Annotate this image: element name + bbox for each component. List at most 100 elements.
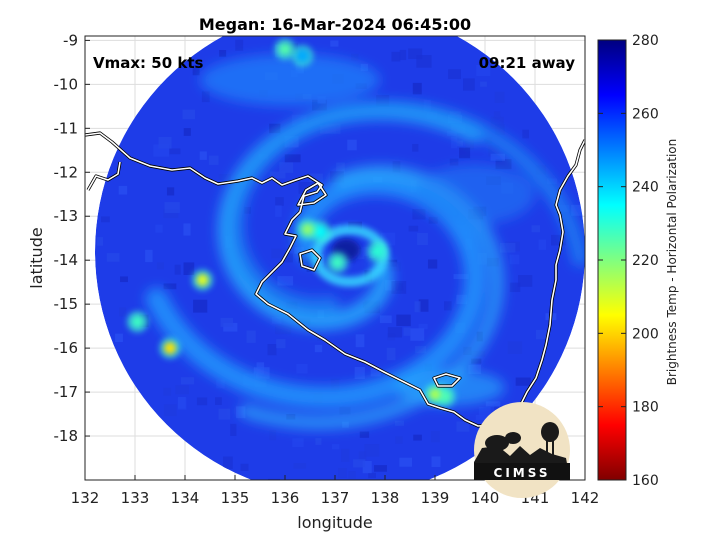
swath-pixel bbox=[253, 367, 270, 379]
swath-pixel bbox=[169, 148, 181, 155]
colorbar-tick-label: 220 bbox=[632, 253, 659, 269]
time-away-annotation: 09:21 away bbox=[479, 54, 576, 72]
swath-pixel bbox=[449, 158, 459, 166]
swath-pixel bbox=[468, 365, 482, 375]
y-tick-label: -18 bbox=[54, 427, 79, 445]
swath-pixel bbox=[463, 78, 475, 91]
x-tick-label: 132 bbox=[71, 489, 100, 507]
swath-pixel bbox=[507, 341, 523, 355]
y-tick-label: -10 bbox=[54, 75, 79, 93]
swath-pixel bbox=[271, 316, 282, 324]
swath-pixel bbox=[158, 136, 172, 149]
x-tick-label: 136 bbox=[271, 489, 300, 507]
x-axis-ticks: 132 133 134 135 136 137 138 139 140 141 142 bbox=[71, 475, 600, 507]
swath-pixel bbox=[315, 438, 322, 445]
cold-feature bbox=[366, 240, 389, 263]
swath-pixel bbox=[106, 253, 120, 262]
colorbar-tick-label: 200 bbox=[632, 326, 659, 342]
swath-pixel bbox=[480, 81, 487, 87]
swath-pixel bbox=[361, 246, 372, 257]
swath-pixel bbox=[417, 232, 428, 246]
y-tick-label: -15 bbox=[54, 295, 79, 313]
colorbar-label: Brightness Temp - Horizontal Polarizatio… bbox=[665, 139, 679, 386]
swath-pixel bbox=[368, 472, 376, 479]
swath-pixel bbox=[471, 358, 482, 364]
swath-pixel bbox=[163, 387, 172, 396]
cold-feature bbox=[424, 383, 446, 406]
x-tick-label: 139 bbox=[421, 489, 450, 507]
cold-feature bbox=[326, 251, 349, 274]
swath-pixel bbox=[285, 237, 297, 244]
swath-pixel bbox=[453, 274, 469, 280]
swath-pixel bbox=[357, 249, 365, 260]
swath-pixel bbox=[374, 465, 387, 472]
swath-pixel bbox=[478, 406, 491, 420]
coastline bbox=[85, 131, 585, 428]
swath-pixel bbox=[330, 378, 340, 391]
swath-pixel bbox=[362, 460, 372, 474]
y-tick-label: -14 bbox=[54, 251, 79, 269]
swath-pixel bbox=[490, 116, 504, 130]
swath-pixel bbox=[509, 282, 521, 293]
x-tick-label: 138 bbox=[371, 489, 400, 507]
cold-feature bbox=[291, 44, 314, 67]
swath-pixel bbox=[214, 397, 222, 406]
swath-pixel bbox=[351, 53, 359, 61]
swath-pixel bbox=[465, 139, 474, 150]
swath-pixel bbox=[376, 95, 390, 107]
x-tick-label: 142 bbox=[571, 489, 600, 507]
swath-pixel bbox=[268, 478, 280, 480]
swath-pixel bbox=[275, 205, 282, 217]
colorbar-tick-label: 180 bbox=[632, 400, 659, 416]
swath-pixel bbox=[517, 275, 533, 287]
swath-pixel bbox=[341, 448, 350, 462]
x-tick-label: 133 bbox=[121, 489, 150, 507]
swath-pixel bbox=[413, 434, 422, 441]
swath-pixel bbox=[494, 91, 505, 103]
y-tick-label: -16 bbox=[54, 339, 79, 357]
swath-pixel bbox=[386, 347, 396, 361]
cold-feature bbox=[296, 218, 319, 241]
swath-pixel bbox=[216, 379, 225, 389]
swath-pixel bbox=[330, 40, 339, 47]
colorbar-tick-label: 280 bbox=[632, 33, 659, 49]
swath-pixel bbox=[418, 299, 429, 312]
swath-pixel bbox=[535, 329, 547, 340]
cold-feature bbox=[274, 38, 296, 61]
swath-pixel bbox=[175, 385, 190, 395]
rainband bbox=[227, 100, 585, 314]
swath-pixel bbox=[347, 139, 357, 151]
swath-pixel bbox=[275, 197, 284, 206]
swath-pixel bbox=[96, 237, 104, 246]
swath-pixel bbox=[339, 406, 351, 415]
plot-area: 132 133 134 135 136 137 138 139 140 141 142 -9-10-… bbox=[27, 31, 600, 532]
swath-pixel bbox=[391, 281, 407, 294]
swath-pixel bbox=[296, 363, 308, 374]
swath-pixel bbox=[444, 301, 452, 311]
rainband bbox=[415, 164, 535, 225]
swath-pixel bbox=[459, 147, 471, 159]
colorbar-tick-label: 260 bbox=[632, 106, 659, 122]
swath-pixel bbox=[399, 49, 407, 61]
swath-pixel bbox=[320, 124, 336, 134]
swath-pixel bbox=[403, 327, 411, 336]
x-tick-label: 140 bbox=[471, 489, 500, 507]
swath-pixel bbox=[269, 171, 286, 179]
swath-pixel bbox=[448, 69, 461, 80]
swath-pixel bbox=[408, 48, 423, 60]
swath-pixel bbox=[303, 195, 310, 205]
cold-feature bbox=[159, 337, 181, 360]
swath-pixel bbox=[531, 225, 541, 233]
swath-pixel bbox=[223, 322, 238, 332]
swath-pixel bbox=[415, 346, 427, 354]
swath-pixel bbox=[164, 202, 180, 213]
swath-pixel bbox=[338, 467, 347, 478]
swath-pixel bbox=[456, 421, 470, 432]
swath-pixel bbox=[495, 159, 512, 170]
swath-pixel bbox=[379, 315, 392, 324]
swath-pixel bbox=[277, 276, 294, 286]
swath-pixel bbox=[396, 314, 411, 327]
swath-pixel bbox=[163, 404, 177, 417]
swath-pixel bbox=[208, 155, 219, 165]
swath-pixel bbox=[475, 414, 486, 420]
